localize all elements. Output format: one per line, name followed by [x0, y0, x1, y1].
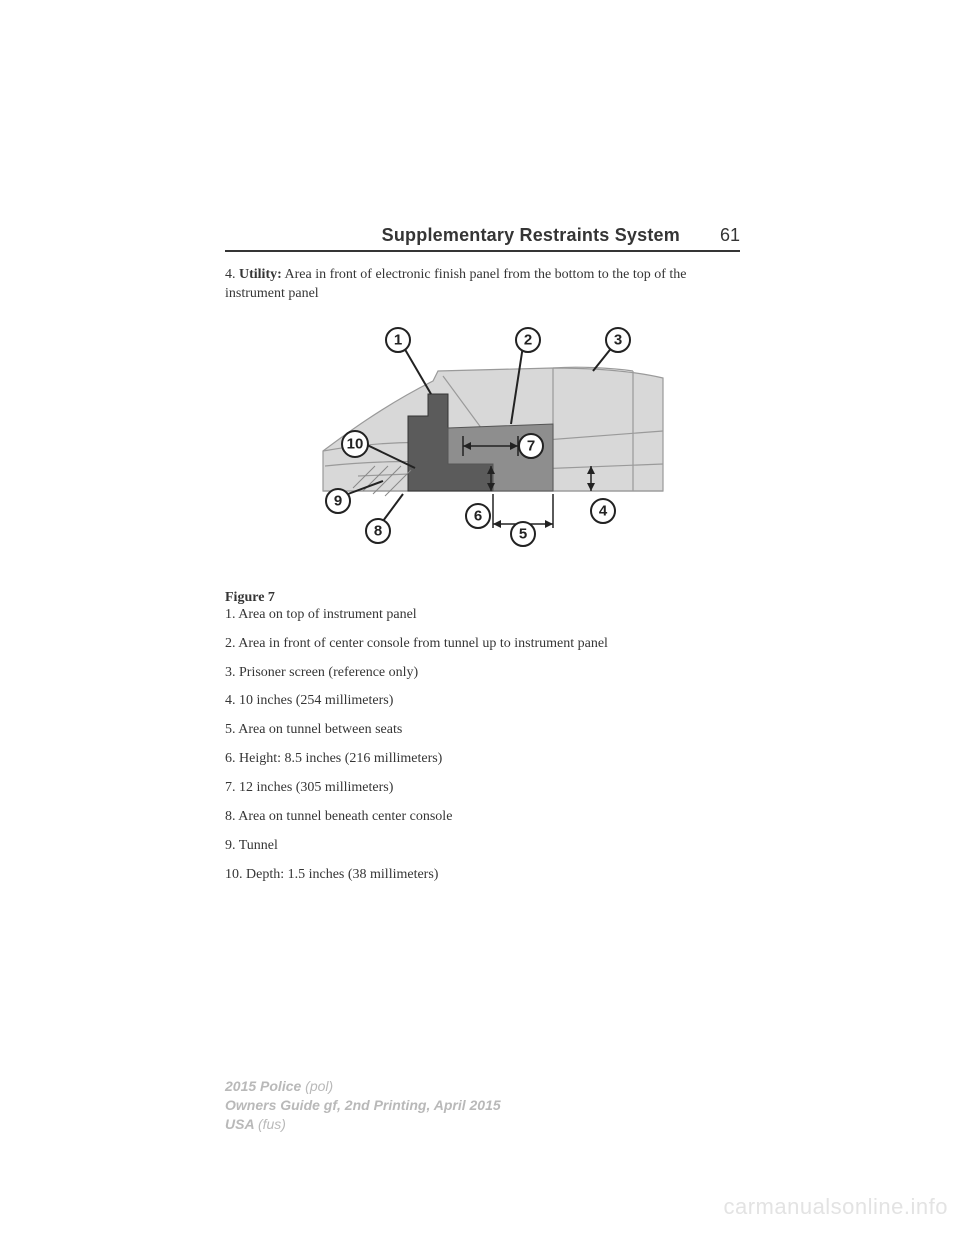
footer-region: USA — [225, 1116, 258, 1132]
list-item: 7. 12 inches (305 millimeters) — [225, 779, 740, 798]
svg-text:3: 3 — [613, 331, 621, 348]
intro-rest: Area in front of electronic finish panel… — [225, 267, 687, 301]
footer-line-3: USA (fus) — [225, 1115, 501, 1134]
page-footer: 2015 Police (pol) Owners Guide gf, 2nd P… — [225, 1077, 501, 1134]
page-header: Supplementary Restraints System 61 — [225, 225, 740, 252]
list-item: 10. Depth: 1.5 inches (38 millimeters) — [225, 866, 740, 885]
intro-lead-number: 4. — [225, 267, 239, 282]
intro-bold: Utility: — [239, 267, 282, 282]
page: Supplementary Restraints System 61 4. Ut… — [0, 0, 960, 885]
callout-8: 8 — [366, 519, 390, 543]
svg-text:10: 10 — [346, 435, 363, 452]
intro-paragraph: 4. Utility: Area in front of electronic … — [225, 266, 740, 304]
callout-10: 10 — [342, 431, 368, 457]
callout-9: 9 — [326, 489, 350, 513]
footer-line-1: 2015 Police (pol) — [225, 1077, 501, 1096]
callout-7: 7 — [519, 434, 543, 458]
list-item: 8. Area on tunnel beneath center console — [225, 808, 740, 827]
svg-text:5: 5 — [518, 525, 526, 542]
watermark: carmanualsonline.info — [723, 1194, 948, 1220]
list-item: 2. Area in front of center console from … — [225, 635, 740, 654]
footer-region-code: (fus) — [258, 1116, 286, 1132]
list-item: 9. Tunnel — [225, 837, 740, 856]
callout-3: 3 — [606, 328, 630, 352]
list-item: 1. Area on top of instrument panel — [225, 606, 740, 625]
figure-7-diagram: 1 2 3 4 5 6 7 8 — [293, 316, 673, 576]
svg-text:8: 8 — [373, 522, 381, 539]
svg-text:4: 4 — [598, 502, 607, 519]
footer-model: 2015 Police — [225, 1078, 305, 1094]
callout-4: 4 — [591, 499, 615, 523]
svg-text:2: 2 — [523, 331, 531, 348]
callout-1: 1 — [386, 328, 410, 352]
footer-model-code: (pol) — [305, 1078, 333, 1094]
svg-text:1: 1 — [393, 331, 401, 348]
page-number: 61 — [720, 225, 740, 246]
callout-6: 6 — [466, 504, 490, 528]
list-item: 4. 10 inches (254 millimeters) — [225, 692, 740, 711]
svg-text:7: 7 — [526, 437, 534, 454]
section-title: Supplementary Restraints System — [382, 225, 680, 246]
list-item: 6. Height: 8.5 inches (216 millimeters) — [225, 750, 740, 769]
footer-line-2: Owners Guide gf, 2nd Printing, April 201… — [225, 1096, 501, 1115]
callout-2: 2 — [516, 328, 540, 352]
list-item: 3. Prisoner screen (reference only) — [225, 664, 740, 683]
figure-label: Figure 7 — [225, 590, 740, 606]
list-item: 5. Area on tunnel between seats — [225, 721, 740, 740]
svg-text:9: 9 — [333, 492, 341, 509]
svg-text:6: 6 — [473, 507, 481, 524]
callout-5: 5 — [511, 522, 535, 546]
